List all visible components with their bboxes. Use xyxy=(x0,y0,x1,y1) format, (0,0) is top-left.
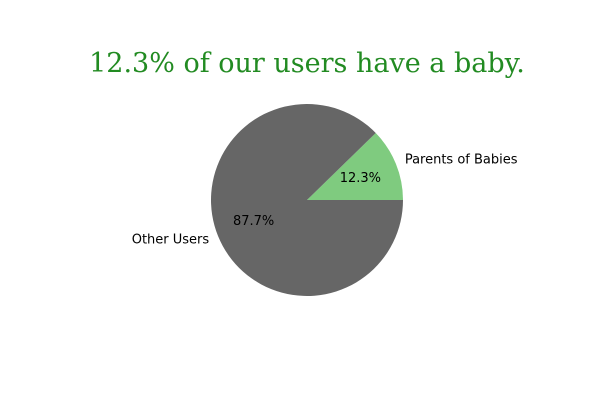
slice-label: Other Users xyxy=(132,232,210,247)
slice-percent-label: 12.3% xyxy=(340,171,381,186)
pie-slice-other-users xyxy=(211,104,403,297)
slice-percent-label: 87.7% xyxy=(233,214,274,229)
pie-slice-parents-of-babies xyxy=(307,132,403,200)
pie-labels: Parents of Babies 12.3% Other Users 87.7% xyxy=(132,153,518,248)
chart-title: 12.3% of our users have a baby. xyxy=(89,48,525,79)
pie-slices xyxy=(211,104,403,297)
slice-label: Parents of Babies xyxy=(405,153,518,168)
